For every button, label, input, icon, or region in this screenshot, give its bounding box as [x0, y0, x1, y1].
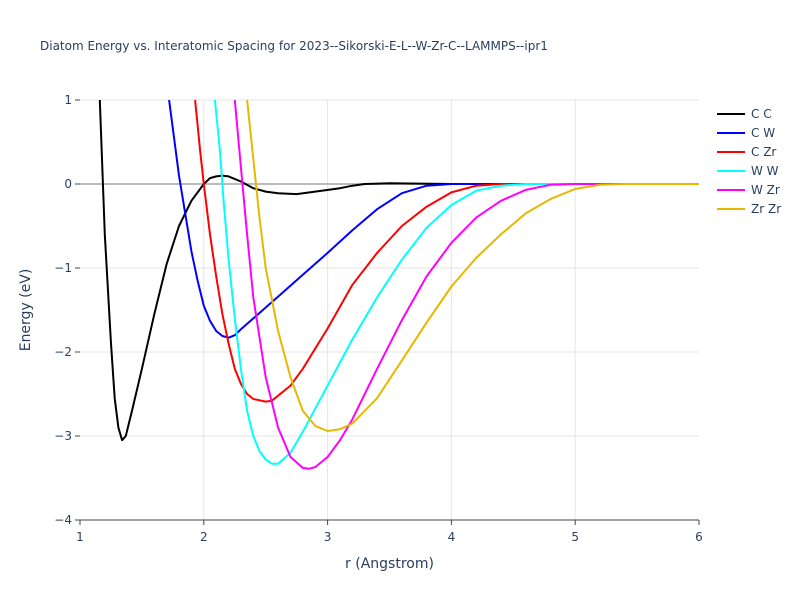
series-line-c-w	[168, 100, 699, 339]
legend-label-c-zr[interactable]: C Zr	[751, 145, 776, 159]
y-tick-label: −4	[54, 513, 72, 527]
series-line-c-c	[98, 100, 699, 442]
y-tick-label: −2	[54, 345, 72, 359]
x-tick-label: 4	[448, 530, 456, 544]
series-line-w-zr	[233, 100, 699, 470]
chart-title: Diatom Energy vs. Interatomic Spacing fo…	[40, 39, 548, 53]
legend-label-w-w[interactable]: W W	[751, 164, 779, 178]
x-ticks: 1 2 3 4 5 6	[76, 520, 703, 544]
x-tick-label: 1	[76, 530, 84, 544]
y-tick-label: 0	[64, 177, 72, 191]
x-tick-label: 5	[571, 530, 579, 544]
y-tick-label: 1	[64, 93, 72, 107]
legend-label-c-c[interactable]: C C	[751, 107, 772, 121]
legend-label-zr-zr[interactable]: Zr Zr	[751, 202, 781, 216]
y-axis-title: Energy (eV)	[18, 269, 34, 352]
x-axis-title: r (Angstrom)	[345, 556, 434, 572]
x-tick-label: 3	[324, 530, 332, 544]
series-line-w-w	[213, 100, 699, 465]
series-line-zr-zr	[246, 100, 699, 432]
series-lines	[98, 100, 699, 470]
x-tick-label: 6	[695, 530, 703, 544]
grid-lines	[80, 99, 699, 521]
y-ticks: 1 0 −1 −2 −3 −4	[54, 93, 80, 527]
y-tick-label: −1	[54, 261, 72, 275]
legend-label-c-w[interactable]: C W	[751, 126, 775, 140]
x-tick-label: 2	[200, 530, 208, 544]
y-tick-label: −3	[54, 429, 72, 443]
series-line-c-zr	[194, 100, 699, 403]
legend-label-w-zr[interactable]: W Zr	[751, 183, 780, 197]
legend: C C C W C Zr W W W Zr Zr Zr	[717, 107, 781, 216]
